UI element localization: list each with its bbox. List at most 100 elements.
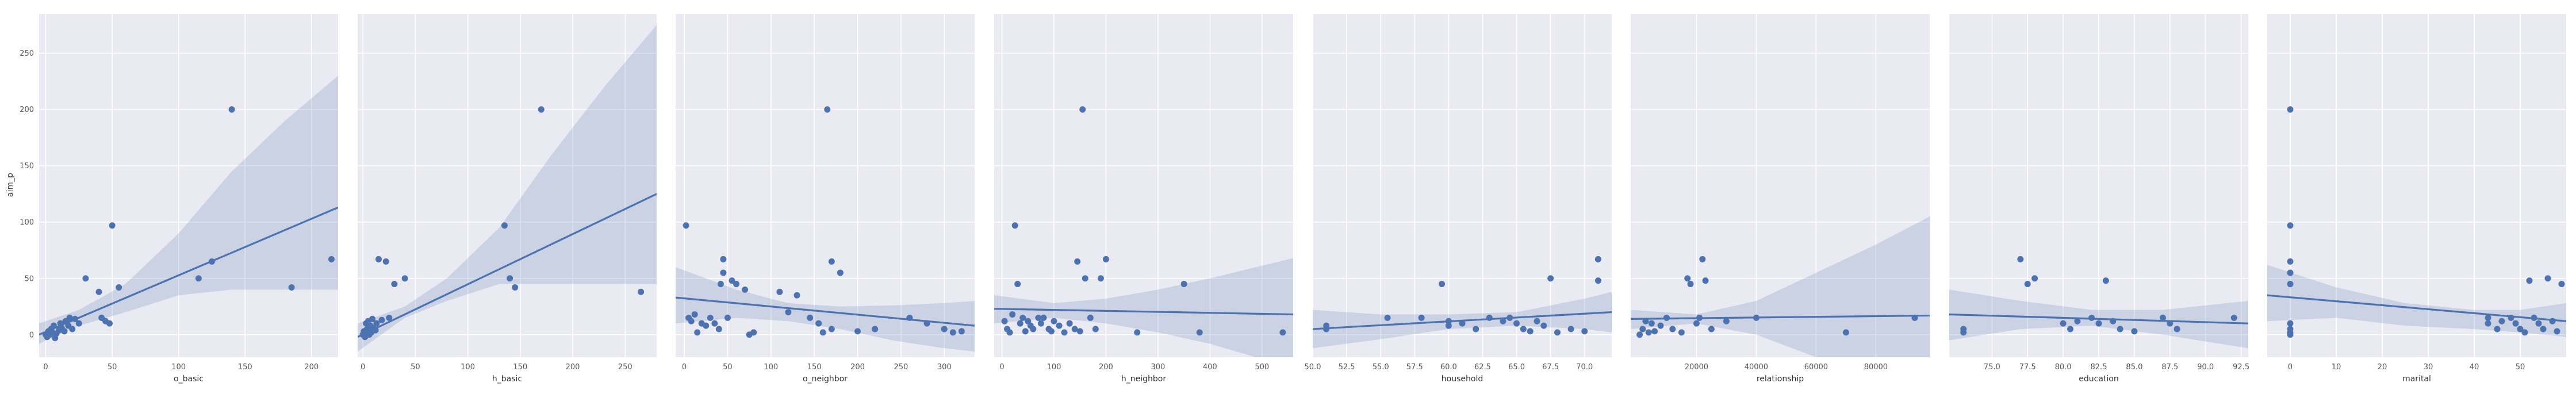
- data-point: [1056, 322, 1063, 329]
- data-point: [1040, 314, 1047, 321]
- data-point: [1567, 326, 1574, 333]
- data-point: [1911, 314, 1918, 321]
- data-point: [1323, 326, 1330, 333]
- data-point: [1097, 275, 1104, 282]
- data-point: [1459, 320, 1466, 327]
- x-tick-label: 67.5: [1542, 363, 1559, 372]
- data-point: [1636, 331, 1643, 338]
- regression-line: [994, 308, 1293, 316]
- x-tick-label: 55.0: [1373, 363, 1389, 372]
- data-point: [694, 329, 701, 336]
- x-tick-label: 150: [513, 363, 527, 372]
- plot-content: [994, 106, 1293, 357]
- y-tick-label: 50: [24, 275, 34, 283]
- data-point: [1753, 314, 1759, 321]
- data-point: [683, 222, 689, 229]
- x-tick-label: 300: [1151, 363, 1165, 372]
- data-point: [724, 314, 731, 321]
- data-point: [2095, 320, 2102, 327]
- data-point: [1684, 275, 1691, 282]
- x-tick-label: 62.5: [1474, 363, 1491, 372]
- data-point: [742, 286, 749, 293]
- facet-panel-education: 75.0 77.5 80.0 82.5 85.0 87.5 90.0 92.5 educatio…: [1949, 14, 2249, 384]
- x-axis-label: household: [1442, 374, 1483, 384]
- data-point: [1639, 326, 1646, 333]
- x-tick-label: 0: [682, 363, 687, 372]
- data-point: [720, 256, 727, 262]
- data-point: [1581, 328, 1588, 335]
- x-tick-label: 250: [618, 363, 632, 372]
- data-point: [1006, 329, 1013, 336]
- facet-panel-household: 50.0 52.5 55.0 57.5 60.0 62.5 65.0 67.5 70.0 hous…: [1305, 14, 1612, 384]
- data-point: [2544, 275, 2551, 282]
- data-point: [1439, 281, 1446, 288]
- x-tick-label: 30: [2424, 363, 2433, 372]
- data-point: [512, 284, 519, 291]
- data-point: [386, 314, 393, 321]
- regression-line: [1949, 313, 2248, 324]
- x-tick-label: 60000: [1804, 363, 1828, 372]
- data-point: [378, 316, 385, 323]
- data-point: [1960, 326, 1967, 333]
- data-point: [837, 269, 844, 276]
- data-point: [824, 106, 831, 113]
- plot-content: [1949, 256, 2248, 349]
- data-point: [2287, 106, 2294, 113]
- data-point: [1445, 318, 1452, 324]
- data-point: [372, 327, 379, 334]
- data-point: [116, 284, 122, 291]
- data-point: [1678, 329, 1685, 336]
- data-point: [2060, 320, 2067, 327]
- data-point: [1723, 318, 1730, 324]
- x-axis-label: h_basic: [492, 374, 522, 384]
- data-point: [793, 292, 800, 299]
- plot-content: [1313, 256, 1612, 349]
- data-point: [1019, 314, 1026, 321]
- plot-area: [358, 14, 657, 357]
- facet-panel-h_neighbor: 0 100 200 300 400 500 h_neighbor: [994, 14, 1293, 384]
- data-point: [2287, 320, 2294, 327]
- data-point: [711, 320, 718, 327]
- data-point: [1547, 275, 1554, 282]
- data-point: [1473, 326, 1479, 333]
- data-point: [2517, 326, 2524, 333]
- data-point: [1009, 311, 1016, 318]
- x-tick-label: 250: [894, 363, 908, 372]
- y-axis-label: aim_p: [6, 173, 15, 197]
- x-tick-label: 150: [238, 363, 252, 372]
- plot-area: [676, 14, 975, 357]
- data-point: [1071, 326, 1078, 333]
- data-point: [2535, 320, 2542, 327]
- data-point: [1687, 281, 1694, 288]
- x-tick-label: 10: [2332, 363, 2341, 372]
- data-point: [2287, 258, 2294, 265]
- data-point: [2074, 318, 2081, 324]
- plot-content: [358, 25, 657, 352]
- confidence-band: [2267, 265, 2566, 337]
- x-tick-label: 500: [1255, 363, 1269, 372]
- x-tick-label: 200: [566, 363, 580, 372]
- data-point: [1513, 320, 1520, 327]
- data-point: [906, 314, 913, 321]
- x-tick-label: 40: [2470, 363, 2479, 372]
- data-point: [1594, 256, 1601, 262]
- data-point: [1030, 326, 1037, 333]
- regression-line: [2267, 294, 2566, 322]
- data-point: [785, 309, 792, 316]
- plot-content: [2267, 106, 2566, 338]
- data-point: [2088, 314, 2095, 321]
- data-point: [688, 318, 695, 324]
- data-point: [2287, 269, 2294, 276]
- plot-area: [1631, 14, 1930, 357]
- data-point: [1702, 277, 1709, 284]
- data-point: [1594, 277, 1601, 284]
- x-tick-label: 100: [171, 363, 186, 372]
- plot-content: [1631, 216, 1930, 357]
- x-tick-label: 50: [723, 363, 733, 372]
- data-point: [1642, 318, 1649, 324]
- data-point: [538, 106, 545, 113]
- x-tick-label: 0: [2288, 363, 2293, 372]
- x-tick-label: 0: [999, 363, 1004, 372]
- data-point: [1669, 326, 1676, 333]
- x-tick-label: 50: [411, 363, 420, 372]
